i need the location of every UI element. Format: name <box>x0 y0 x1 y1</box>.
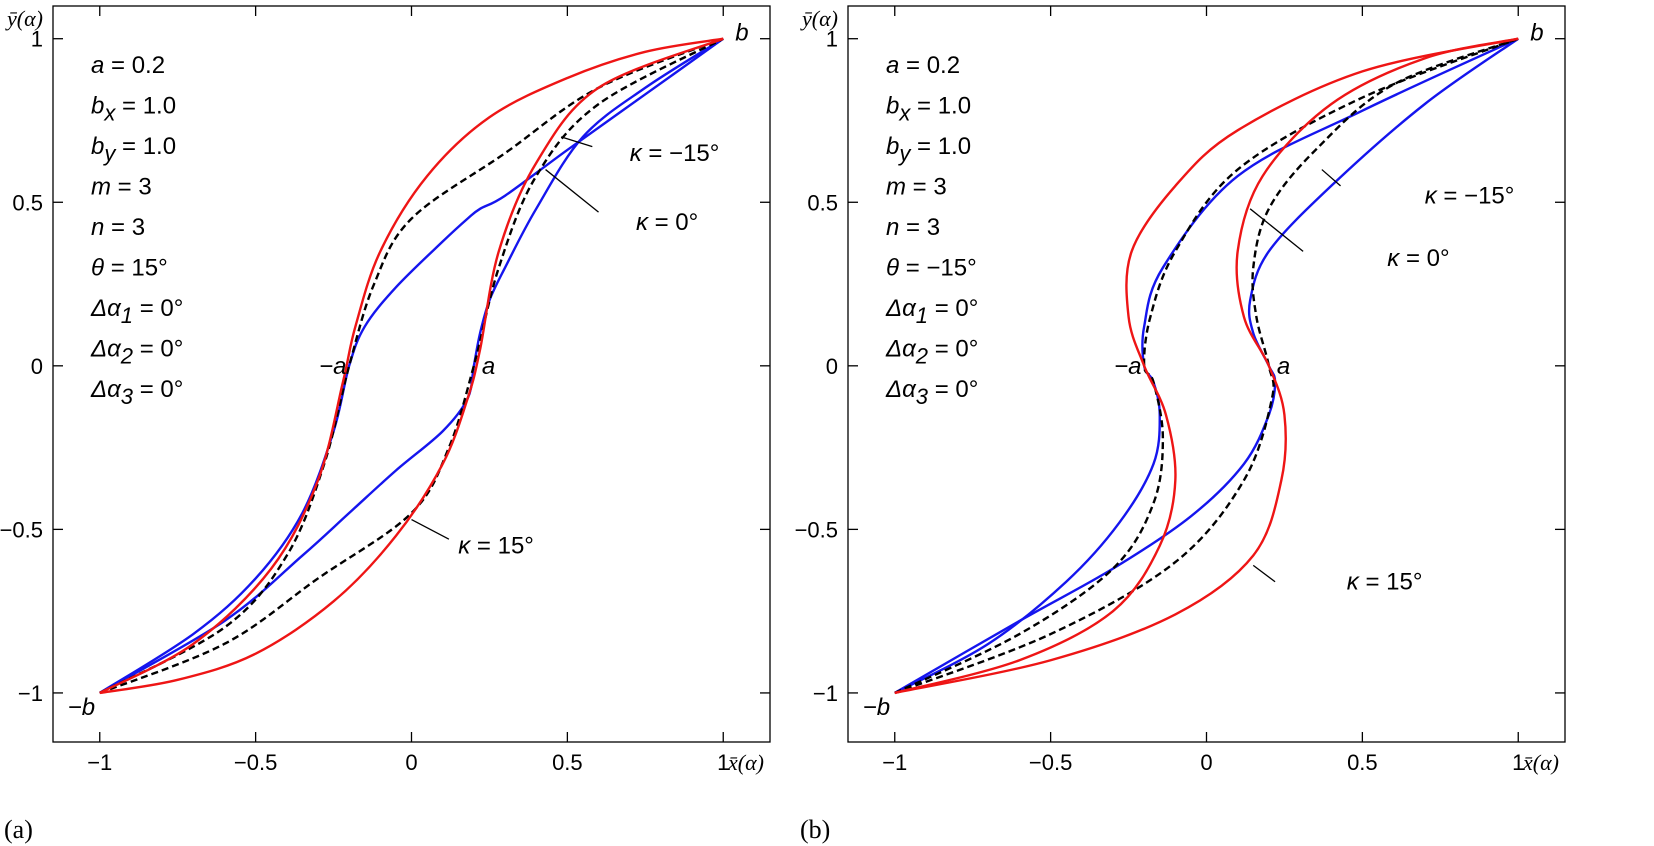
param-label: n = 3 <box>91 214 145 241</box>
x-tick-label: −0.5 <box>234 750 277 775</box>
point-label: −b <box>863 694 890 721</box>
series-line <box>99 37 724 694</box>
chart-panel-a: −1 −0.5 0 0.5 1−1−0.500.51ȳ(α)x̄(α)(a)a = 0.… <box>0 5 771 844</box>
x-tick-label: 0.5 <box>1347 750 1378 775</box>
series-line <box>894 37 1519 695</box>
series-line <box>894 37 1519 695</box>
x-tick-label: 0 <box>1200 750 1212 775</box>
series-line <box>99 37 724 695</box>
series-line <box>894 37 1519 695</box>
y-axis-title: ȳ(α) <box>800 6 838 31</box>
series-line <box>99 37 724 694</box>
param-label: θ = −15° <box>886 255 977 282</box>
param-label: by = 1.0 <box>886 133 971 166</box>
series-line <box>99 37 724 694</box>
x-axis-title: x̄(α) <box>1522 750 1559 775</box>
annotation-leader <box>1321 169 1341 187</box>
y-tick-label: −0.5 <box>0 517 43 542</box>
x-axis-title: x̄(α) <box>727 750 764 775</box>
y-tick-label: −1 <box>813 681 838 706</box>
point-label: −b <box>68 694 95 721</box>
y-axis-title: ȳ(α) <box>5 6 43 31</box>
point-label: b <box>735 20 748 47</box>
panel-label: (a) <box>4 815 33 844</box>
y-tick-label: 0.5 <box>807 190 838 215</box>
point-label: a <box>1277 353 1290 380</box>
series-line <box>894 37 1519 694</box>
y-tick-label: 0 <box>826 354 838 379</box>
x-tick-label: 1 <box>717 750 729 775</box>
y-tick-label: 0.5 <box>12 190 43 215</box>
x-tick-label: −0.5 <box>1029 750 1072 775</box>
series-line <box>894 37 1519 695</box>
annotation-leader <box>1249 208 1304 252</box>
point-label: a <box>482 353 495 380</box>
series-line <box>99 37 724 694</box>
curve-annotation: κ = −15° <box>630 140 720 167</box>
curve-annotation: κ = 0° <box>1387 245 1449 272</box>
y-tick-label: 0 <box>31 354 43 379</box>
y-tick-label: −0.5 <box>795 517 838 542</box>
series-line <box>894 37 1519 694</box>
y-tick-label: 1 <box>31 27 43 52</box>
series-line <box>99 37 724 695</box>
param-label: bx = 1.0 <box>91 93 176 126</box>
annotation-leader <box>411 518 450 540</box>
param-label: m = 3 <box>91 174 152 201</box>
param-label: Δα3 = 0° <box>885 376 978 409</box>
chart-panel-b: −1 −0.5 0 0.5 1−1−0.500.51ȳ(α)x̄(α)(b)a = 0.… <box>795 5 1566 844</box>
curve-annotation: κ = −15° <box>1425 183 1515 210</box>
point-label: −a <box>319 353 346 380</box>
x-tick-label: −1 <box>87 750 112 775</box>
param-label: a = 0.2 <box>886 52 960 79</box>
annotation-leader <box>1252 564 1276 583</box>
x-tick-label: 0.5 <box>552 750 583 775</box>
point-label: b <box>1530 20 1543 47</box>
param-label: m = 3 <box>886 174 947 201</box>
curve-annotation: κ = 15° <box>1347 569 1423 596</box>
y-tick-label: 1 <box>826 27 838 52</box>
param-label: Δα1 = 0° <box>90 295 183 328</box>
param-label: Δα2 = 0° <box>885 336 978 369</box>
param-label: Δα2 = 0° <box>90 336 183 369</box>
curve-annotation: κ = 15° <box>458 533 534 560</box>
curve-annotation: κ = 0° <box>636 209 698 236</box>
annotation-leader <box>545 169 599 213</box>
param-label: Δα3 = 0° <box>90 376 183 409</box>
point-label: −a <box>1114 353 1141 380</box>
y-tick-label: −1 <box>18 681 43 706</box>
param-label: Δα1 = 0° <box>885 295 978 328</box>
param-label: a = 0.2 <box>91 52 165 79</box>
x-tick-label: 0 <box>405 750 417 775</box>
param-label: θ = 15° <box>91 255 168 282</box>
x-tick-label: 1 <box>1512 750 1524 775</box>
x-tick-label: −1 <box>882 750 907 775</box>
param-label: by = 1.0 <box>91 133 176 166</box>
annotation-leader <box>560 136 593 148</box>
param-label: n = 3 <box>886 214 940 241</box>
panel-label: (b) <box>800 815 830 844</box>
param-label: bx = 1.0 <box>886 93 971 126</box>
